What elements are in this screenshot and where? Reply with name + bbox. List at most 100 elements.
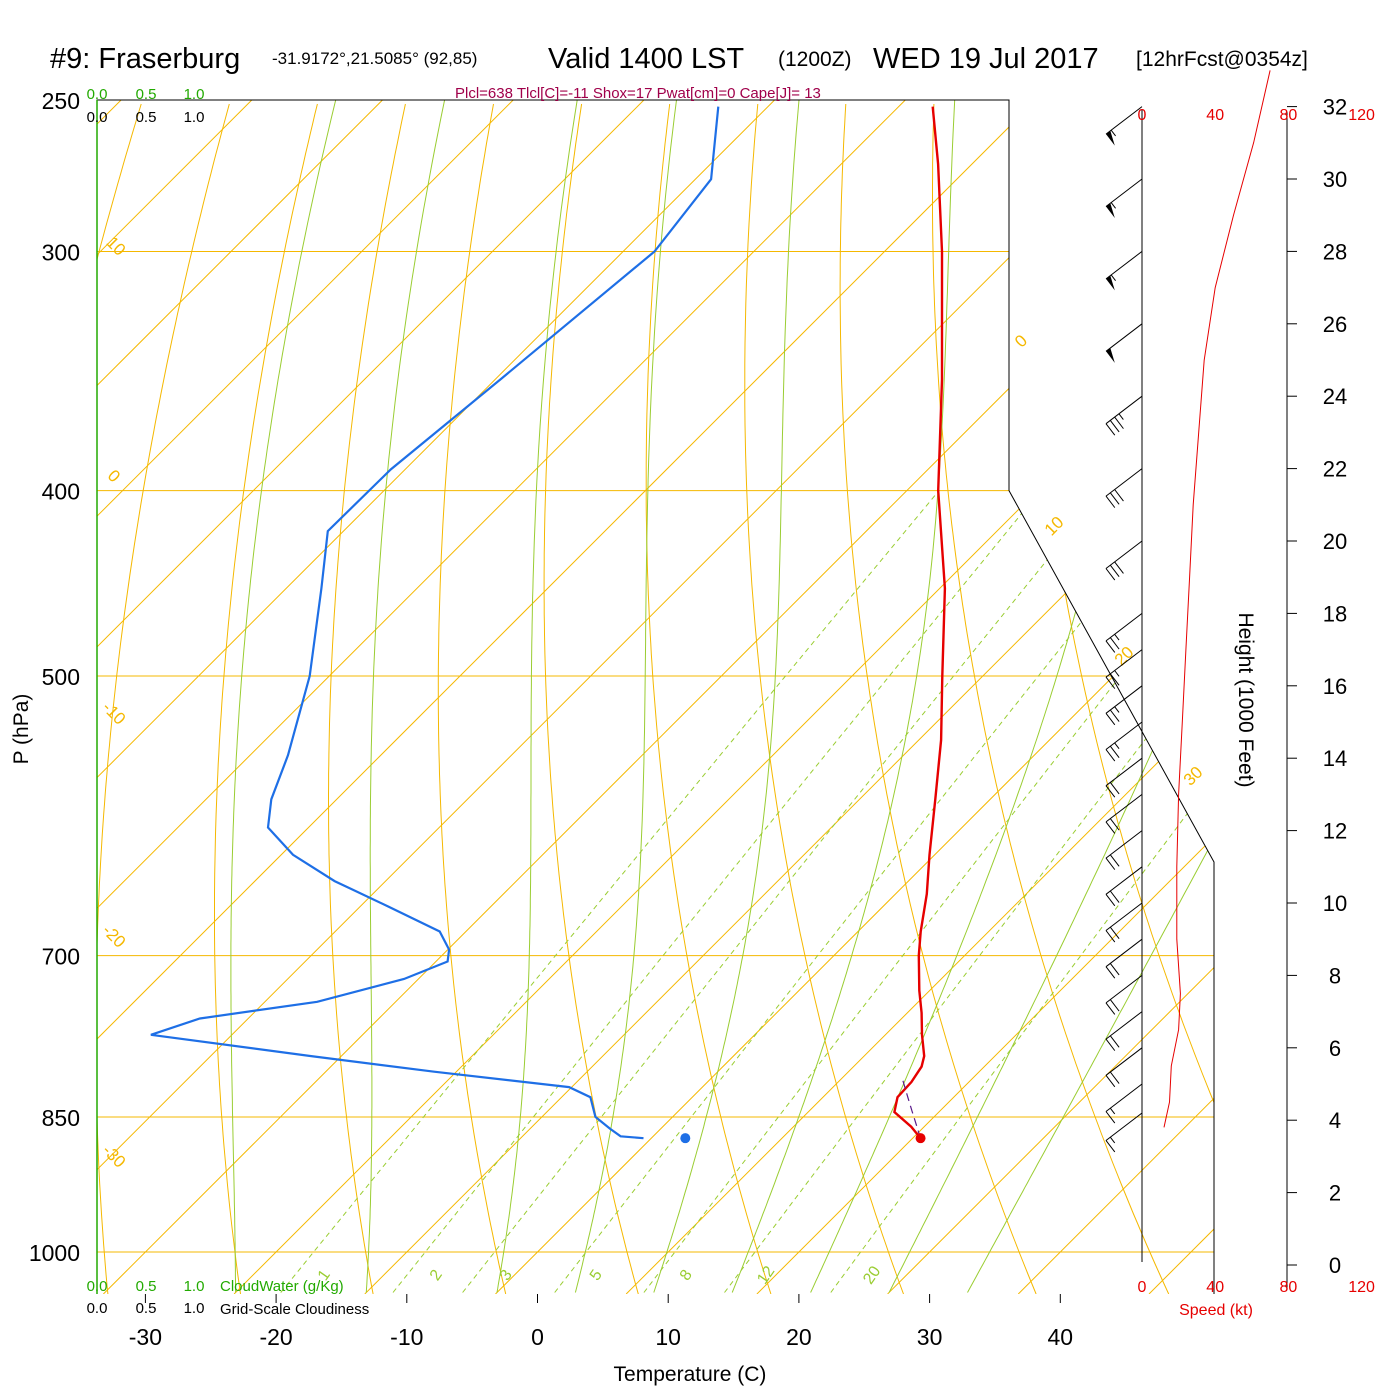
mixing-ratio-label: 20 [860, 1263, 884, 1287]
mixing-ratio-label: 2 [427, 1267, 446, 1284]
height-tick-label: 10 [1323, 891, 1347, 916]
wind-barb-flag [1109, 854, 1120, 867]
speed-tick-label: 80 [1280, 107, 1298, 124]
background-lines [97, 100, 1214, 1294]
wind-barb-staff [1105, 106, 1143, 135]
wind-barb-pennant [1106, 203, 1115, 219]
wind-barb [1105, 106, 1143, 146]
pressure-tick-label: 500 [42, 664, 80, 690]
dry-adiabat [214, 103, 318, 1294]
mixing-ratio-line [643, 490, 1214, 1293]
pressure-tick-label: 850 [42, 1105, 80, 1131]
wind-barb-pennant [1106, 348, 1115, 363]
wind-barb-flag [1105, 1002, 1116, 1015]
wind-barb-flag [1105, 1038, 1116, 1051]
surface-dewpoint-dot [680, 1133, 691, 1144]
wind-barb-flag [1105, 640, 1116, 653]
wind-barb-flag [1109, 709, 1120, 722]
wind-barb-staff [1105, 395, 1143, 425]
moist-adiabat [496, 100, 581, 1293]
plot-border [96, 99, 1215, 1294]
wind-barb-flag [1105, 893, 1116, 907]
wind-barb [1105, 830, 1143, 870]
wind-barb-staff [1105, 1011, 1143, 1040]
dewpoint-line [150, 106, 720, 1140]
wind-barb-flag [1105, 930, 1116, 943]
wind-barb-staff [1105, 649, 1143, 678]
wind-barb-flag [1105, 495, 1116, 508]
wind-barb-staff [1105, 1047, 1143, 1076]
moist-adiabat [967, 100, 1214, 1293]
isotherm-label: 30 [1180, 763, 1207, 790]
wind-barb-staff [1105, 613, 1143, 642]
moist-adiabat [574, 100, 680, 1293]
wind-barb [1105, 757, 1143, 798]
height-tick-label: 18 [1323, 601, 1347, 626]
wind-barb [1105, 1083, 1143, 1124]
wind-barb-pennant [1106, 130, 1115, 146]
height-tick-label: 22 [1323, 457, 1347, 482]
wind-barb-flag [1105, 749, 1116, 762]
wind-barb-staff [1105, 1112, 1143, 1141]
speed-tick-label: 40 [1206, 1279, 1224, 1296]
wind-barb-half-flag [1109, 1136, 1116, 1144]
cloudwater-tick-label: 1.0 [184, 86, 205, 103]
isotherm-line [97, 100, 775, 1294]
height-tick-label: 4 [1329, 1108, 1341, 1133]
stability-indices: Plcl=638 Tlcl[C]=-11 Shox=17 Pwat[cm]=0 … [455, 85, 821, 102]
temperature-line [893, 106, 947, 1139]
wind-barb-flag [1114, 489, 1124, 502]
wind-barb [1105, 685, 1143, 726]
wind-barb-staff [1105, 540, 1143, 569]
isotherm-line [495, 100, 1214, 1294]
dry-adiabat [744, 103, 904, 1294]
isotherm-line [1148, 100, 1214, 1294]
mixing-ratio-label: 5 [587, 1267, 606, 1284]
mixing-ratio-line [554, 490, 1187, 1293]
wind-barb [1105, 902, 1143, 943]
wind-barb-staff [1105, 178, 1143, 207]
isotherm-line [97, 100, 514, 1294]
mixing-ratio-line [830, 490, 1214, 1293]
wind-barb [1105, 1047, 1143, 1088]
cloudiness-tick-label: 0.5 [136, 109, 157, 126]
wind-barb-half-flag [1110, 274, 1116, 282]
height-axis-title: Height (1000 Feet) [1234, 612, 1257, 787]
isotherm-line [97, 100, 645, 1294]
mixing-ratio-line [280, 490, 940, 1293]
wind-barb [1105, 613, 1143, 653]
temperature-tick-label: 0 [531, 1324, 544, 1350]
height-tick-label: 2 [1329, 1181, 1341, 1206]
wind-barb-half-flag [1114, 742, 1120, 749]
cloudwater-tick-label: 0.0 [87, 1278, 108, 1295]
speed-tick-label: 40 [1206, 107, 1224, 124]
moist-adiabat [230, 100, 341, 1293]
wind-barb-half-flag [1114, 670, 1120, 677]
wind-barb-staff [1105, 685, 1143, 714]
wind-barb-flag [1109, 637, 1120, 650]
wind-barb [1105, 794, 1143, 834]
dry-adiabat [839, 103, 1037, 1294]
valid-date: WED 19 Jul 2017 [873, 43, 1099, 75]
height-tick-label: 6 [1329, 1036, 1341, 1061]
wind-barb [1105, 395, 1143, 436]
wind-barb-flag [1109, 673, 1120, 686]
wind-barb-flag [1105, 1111, 1116, 1124]
cloudiness-tick-label: 1.0 [184, 109, 205, 126]
speed-tick-label: 0 [1138, 107, 1147, 124]
wind-barb-flag [1105, 676, 1116, 689]
wind-barb [1105, 540, 1143, 581]
height-tick-label: 0 [1329, 1253, 1341, 1278]
cloud-axis: 0.0 0.5 1.0 0.0 0.5 1.0 0.0 0.5 1.0 0.0 0.5 1.0 [87, 86, 205, 1317]
wind-barb-flag [1105, 785, 1116, 798]
wind-barb-half-flag [1109, 1107, 1116, 1115]
pressure-tick-label: 300 [42, 240, 80, 266]
height-tick-label: 28 [1323, 239, 1347, 264]
isotherm-label: 0 [1011, 331, 1031, 351]
speed-tick-label: 0 [1138, 1279, 1147, 1296]
moist-adiabat [888, 100, 1214, 1293]
temperature-tick-label: -30 [129, 1324, 162, 1350]
isotherm-label: 10 [102, 233, 129, 260]
wind-barb-flag [1105, 712, 1116, 726]
